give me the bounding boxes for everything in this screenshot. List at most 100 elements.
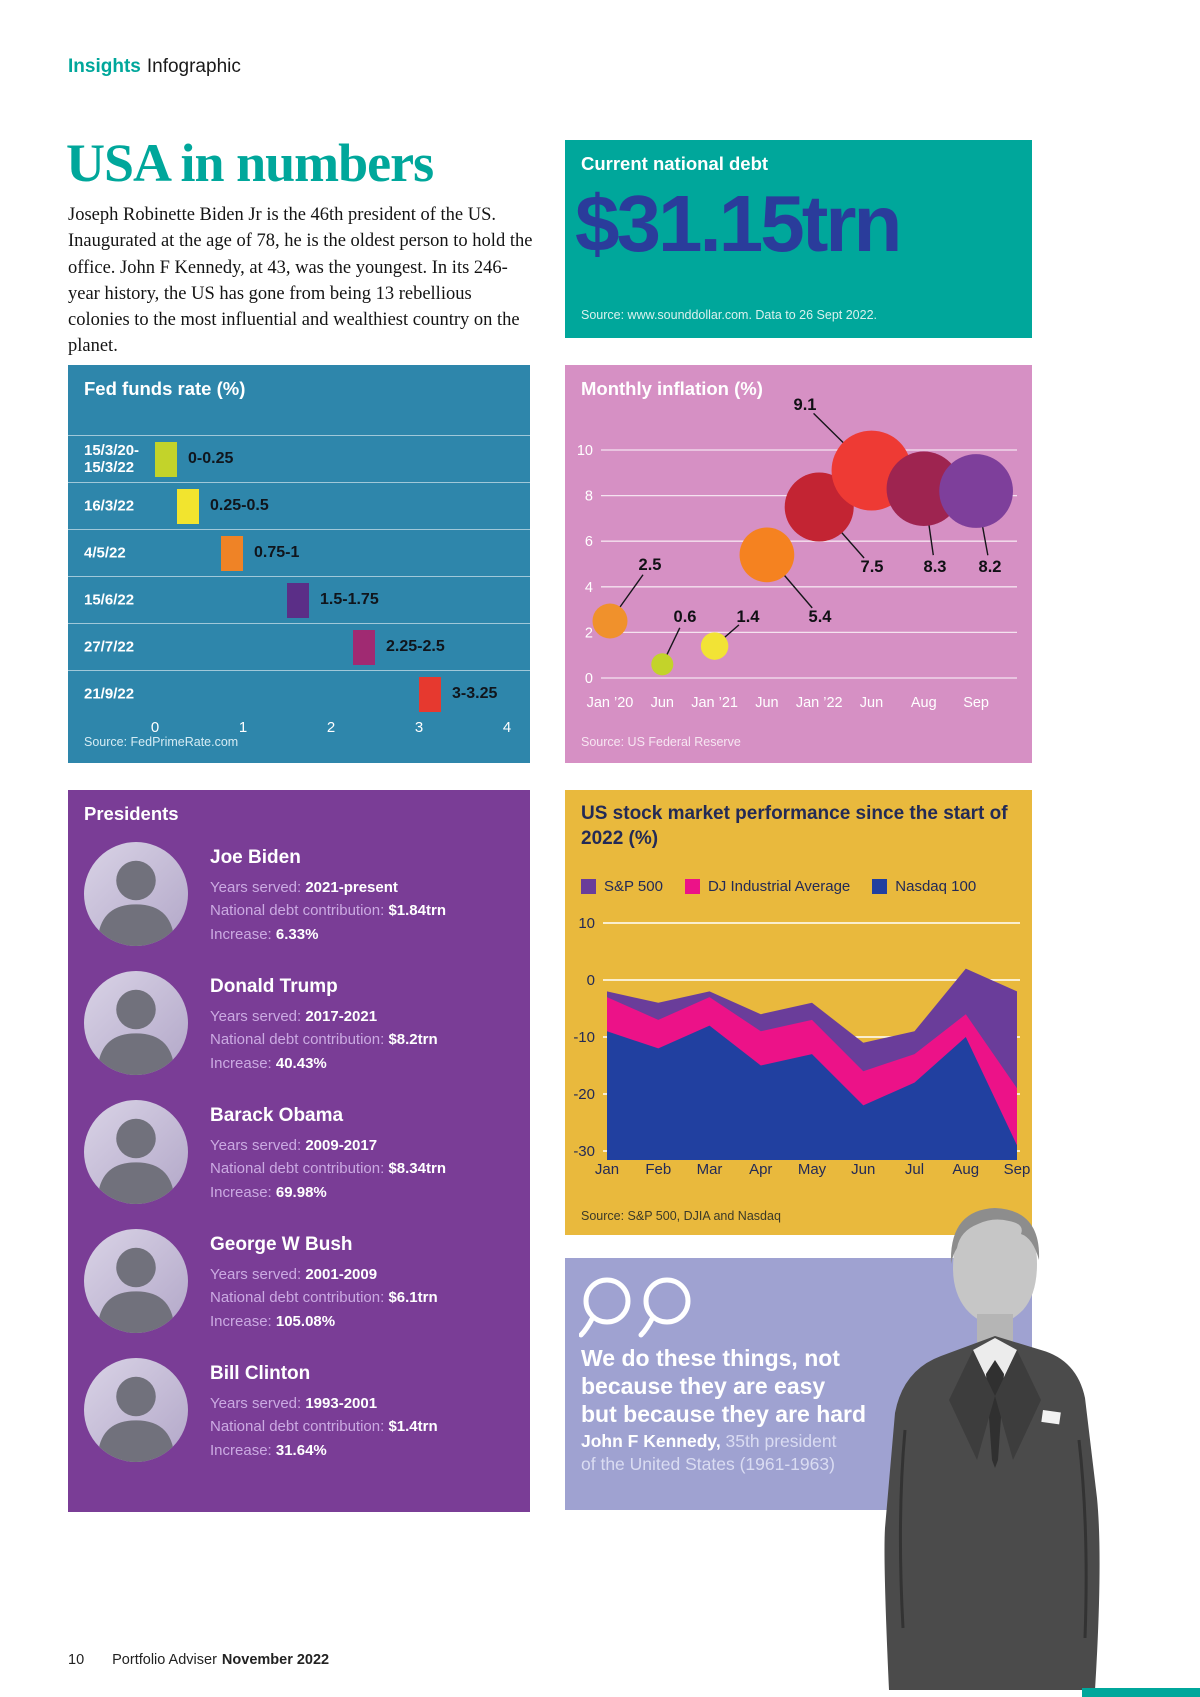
inflation-xtick: Jan ’22 <box>796 695 843 711</box>
quote-attribution: John F Kennedy, 35th president of the Un… <box>581 1430 836 1476</box>
president-stat-value: $6.1trn <box>388 1289 438 1307</box>
fed-row-value: 0.25-0.5 <box>210 497 269 514</box>
stocks-xtick: Jul <box>905 1161 924 1178</box>
fed-axis-tick: 2 <box>326 719 336 736</box>
president-stat: National debt contribution: $6.1trn <box>210 1286 438 1309</box>
president-stat-label: Years served: <box>210 1137 306 1154</box>
fed-row-bar <box>177 489 199 524</box>
president-stat: Years served: 2017-2021 <box>210 1005 438 1028</box>
president-stat-value: $8.2trn <box>388 1031 438 1049</box>
stocks-panel-title: US stock market performance since the st… <box>581 803 1008 849</box>
president-stat-value: $8.34trn <box>388 1160 446 1178</box>
fed-axis-tick: 3 <box>414 719 424 736</box>
president-stat-label: National debt contribution: <box>210 1289 389 1307</box>
president-entry: Bill Clinton Years served: 1993-2001 Natio… <box>84 1358 520 1462</box>
inflation-value-label: 9.1 <box>794 396 817 414</box>
inflation-bubble <box>739 527 795 583</box>
presidents-list: Joe Biden Years served: 2021-present Natio… <box>84 842 520 1487</box>
inflation-value-label: 1.4 <box>737 608 761 626</box>
president-stat: National debt contribution: $1.84trn <box>210 899 446 922</box>
inflation-value-label: 2.5 <box>639 556 662 574</box>
inflation-ytick: 8 <box>585 489 593 505</box>
fed-source: Source: FedPrimeRate.com <box>84 735 239 749</box>
inflation-ytick: 6 <box>585 534 593 550</box>
president-stat: Years served: 2009-2017 <box>210 1134 446 1157</box>
fed-row: 15/3/20-15/3/22 0-0.25 <box>68 435 530 482</box>
inflation-ytick: 4 <box>585 580 593 596</box>
inflation-ytick: 0 <box>585 671 593 687</box>
fed-row-bar <box>419 677 441 712</box>
fed-axis: 0 1 2 3 4 <box>68 719 530 739</box>
quote-author-title: 35th president <box>720 1431 837 1451</box>
stocks-panel: US stock market performance since the st… <box>565 790 1032 1235</box>
president-silhouette-icon <box>97 989 175 1075</box>
eyebrow-insights: Insights <box>68 56 141 77</box>
quote-line: but because they are hard <box>581 1401 867 1428</box>
fed-row-bar <box>287 583 309 618</box>
inflation-xtick: Sep <box>963 695 989 711</box>
legend-label: Nasdaq 100 <box>895 878 977 895</box>
inflation-panel: Monthly inflation (%) 0 2 4 6 8 10 Jan ’20 Jun J… <box>565 365 1032 763</box>
president-name: Joe Biden <box>210 847 301 868</box>
fed-funds-panel: Fed funds rate (%) 15/3/20-15/3/22 0-0.25… <box>68 365 530 763</box>
president-stat-label: National debt contribution: <box>210 1031 389 1049</box>
president-stat-value: 2021-present <box>305 879 398 896</box>
inflation-panel-title: Monthly inflation (%) <box>581 378 763 399</box>
stocks-source: Source: S&P 500, DJIA and Nasdaq <box>581 1209 781 1223</box>
fed-axis-tick: 1 <box>238 719 248 736</box>
stocks-xtick: Jan <box>595 1161 619 1178</box>
fed-row-bar <box>155 442 177 477</box>
president-name: Barack Obama <box>210 1105 344 1126</box>
president-stat-label: National debt contribution: <box>210 902 389 920</box>
page-title: USA in numbers <box>66 133 434 193</box>
stocks-xtick: Sep <box>1004 1161 1031 1178</box>
president-info: Donald Trump Years served: 2017-2021 Natio… <box>210 971 438 1075</box>
quote-author: John F Kennedy, <box>581 1431 721 1451</box>
inflation-bubble <box>886 451 962 526</box>
inflation-value-label: 7.5 <box>861 558 884 576</box>
quote-line: because they are easy <box>581 1373 826 1400</box>
president-entry: George W Bush Years served: 2001-2009 Nati… <box>84 1229 520 1333</box>
stocks-ytick: 0 <box>587 972 595 989</box>
president-info: George W Bush Years served: 2001-2009 Nati… <box>210 1229 438 1333</box>
president-stat: Years served: 2001-2009 <box>210 1263 438 1286</box>
fed-row-bar <box>221 536 243 571</box>
stocks-xtick: Feb <box>645 1161 671 1178</box>
fed-chart: 15/3/20-15/3/22 0-0.25 16/3/22 0.25-0.5 4/5/… <box>68 435 530 717</box>
page-number: 10 <box>68 1652 85 1668</box>
president-photo <box>84 971 188 1075</box>
fed-row-date: 15/6/22 <box>84 591 135 609</box>
stocks-ytick: -20 <box>573 1086 595 1103</box>
fed-row: 16/3/22 0.25-0.5 <box>68 482 530 529</box>
president-silhouette-icon <box>97 1247 175 1333</box>
president-stat-value: 2009-2017 <box>305 1137 378 1154</box>
legend-swatch <box>581 879 596 894</box>
fed-row: 27/7/22 2.25-2.5 <box>68 623 530 670</box>
legend-item: Nasdaq 100 <box>872 878 976 895</box>
president-entry: Donald Trump Years served: 2017-2021 Natio… <box>84 971 520 1075</box>
publication-name: Portfolio Adviser <box>112 1652 217 1668</box>
inflation-xtick: Jun <box>860 695 883 711</box>
president-stat: Increase: 69.98% <box>210 1181 446 1204</box>
president-stat-label: Years served: <box>210 1395 306 1412</box>
stocks-xtick: Jun <box>851 1161 875 1178</box>
president-silhouette-icon <box>97 1118 175 1204</box>
president-name: Bill Clinton <box>210 1363 311 1384</box>
president-stat: Years served: 1993-2001 <box>210 1392 438 1415</box>
president-stat-value: 2001-2009 <box>305 1266 378 1283</box>
inflation-chart: 0 2 4 6 8 10 Jan ’20 Jun Jan ’21 Jun Jan ’22 Jun Aug… <box>577 396 1017 711</box>
fed-row-date: 15/3/20-15/3/22 <box>84 441 140 476</box>
section-eyebrow: Insights Infographic <box>68 56 241 78</box>
inflation-value-label: 5.4 <box>809 608 833 626</box>
fed-panel-title: Fed funds rate (%) <box>84 378 246 399</box>
inflation-value-label: 0.6 <box>674 608 697 626</box>
president-stat-value: 69.98% <box>275 1183 327 1201</box>
intro-paragraph: Joseph Robinette Biden Jr is the 46th pr… <box>68 205 533 357</box>
president-stat: Years served: 2021-present <box>210 876 446 899</box>
inflation-source: Source: US Federal Reserve <box>581 735 741 749</box>
president-stat-value: 40.43% <box>275 1054 327 1072</box>
fed-row-value: 1.5-1.75 <box>320 591 379 608</box>
stocks-ytick: 10 <box>578 915 595 932</box>
president-silhouette-icon <box>97 1376 175 1462</box>
president-stat-value: 6.33% <box>275 925 319 943</box>
